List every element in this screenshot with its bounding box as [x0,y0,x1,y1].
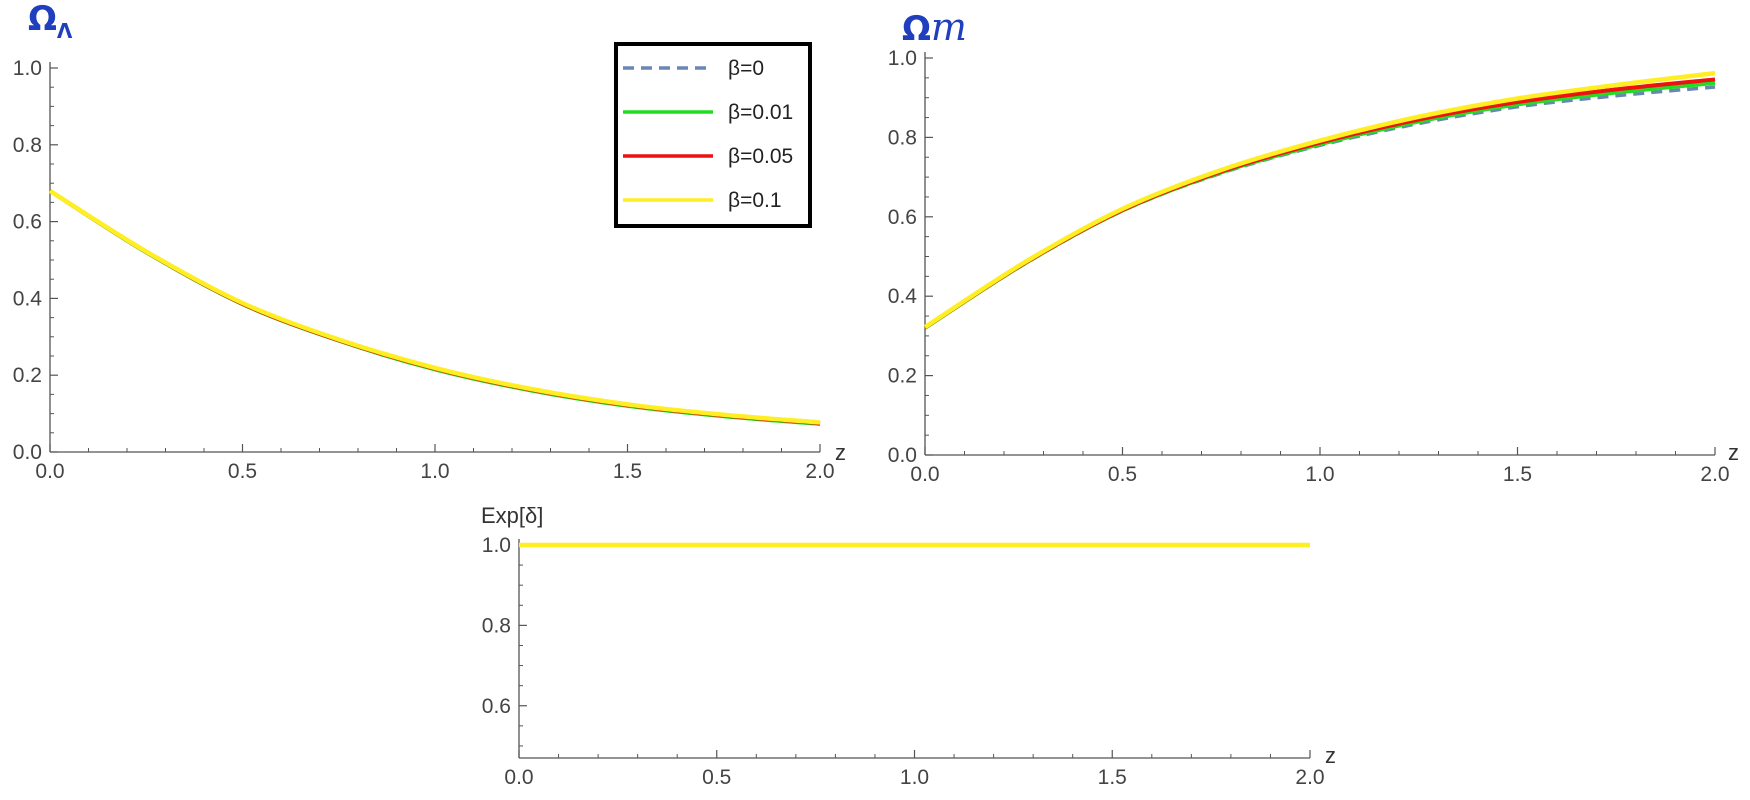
omega-lambda-y-tick-label: 0.2 [13,364,42,387]
omega-m-series-beta-0 [924,85,1716,330]
omega-m-x-tick-label: 0.5 [1108,463,1137,486]
omega-m-y-tick-label: 0.4 [888,285,918,308]
omega-lambda-x-tick-label: 1.5 [613,460,642,483]
omega-lambda-x-axis-label: z [835,440,846,465]
omega-m-y-tick-label: 0.8 [888,126,917,149]
omega-m-x-tick-label: 2.0 [1700,463,1729,486]
omega-lambda-x-tick-label: 1.0 [420,460,449,483]
exp-delta-x-tick-label: 2.0 [1295,766,1324,789]
omega-lambda-x-tick-label: 0.0 [35,460,64,483]
omega-lambda-y-tick-label: 1.0 [13,57,42,80]
exp-delta-x-tick-label: 0.5 [702,766,731,789]
legend-frame [614,42,812,228]
omega-m-series-beta-0-1 [923,70,1716,330]
legend: β=0 β=0.01 β=0.05 β=0.1 [614,42,812,228]
omega-m-y-tick-label: 0.0 [888,444,917,467]
legend-label-beta-0-1: β=0.1 [728,189,782,212]
exp-delta-x-tick-label: 0.0 [504,766,533,789]
exp-delta-y-tick-label: 1.0 [482,534,511,557]
omega-m-title: Ωm [902,5,967,49]
legend-label-beta-0: β=0 [728,57,764,80]
omega-m-x-axis-label: z [1728,440,1739,465]
omega-lambda-panel: ΩΛ z 0.0 0.5 1.0 1.5 2.0 0.0 0.2 0.4 0.6 0.8 1.0 [13,0,846,483]
omega-m-y-tick-label: 0.6 [888,206,917,229]
omega-m-x-tick-label: 0.0 [910,463,939,486]
omega-m-x-tick-label: 1.0 [1305,463,1334,486]
exp-delta-y-axis-label: Exp[δ] [481,503,543,528]
omega-lambda-x-tick-label: 0.5 [228,460,257,483]
exp-delta-y-tick-label: 0.8 [482,614,511,637]
exp-delta-y-tick-label: 0.6 [482,695,511,718]
exp-delta-x-tick-label: 1.0 [900,766,929,789]
omega-lambda-title: ΩΛ [28,0,73,43]
omega-lambda-y-tick-label: 0.4 [13,287,43,310]
omega-lambda-y-tick-label: 0.8 [13,134,42,157]
omega-lambda-series-beta-0-1 [48,188,821,425]
exp-delta-x-tick-label: 1.5 [1098,766,1127,789]
omega-lambda-x-tick-label: 2.0 [805,460,834,483]
exp-delta-panel: Exp[δ] z 0.0 0.5 1.0 1.5 2.0 0.6 0.8 1.0 [481,503,1336,789]
omega-lambda-y-tick-label: 0.0 [13,441,42,464]
omega-m-x-tick-label: 1.5 [1503,463,1532,486]
omega-m-series-beta-0-05 [923,77,1716,330]
legend-label-beta-0-01: β=0.01 [728,101,793,124]
omega-lambda-y-tick-label: 0.6 [13,211,42,234]
omega-m-y-tick-label: 0.2 [888,365,917,388]
legend-label-beta-0-05: β=0.05 [728,145,793,168]
omega-m-series-beta-0-01 [923,81,1716,330]
exp-delta-x-axis-label: z [1325,743,1336,768]
omega-m-y-tick-label: 1.0 [888,47,917,70]
omega-m-panel: Ωm z 0.0 0.5 1.0 1.5 2.0 0.0 0.2 0.4 0.6 0.8 1.0 [888,5,1739,486]
